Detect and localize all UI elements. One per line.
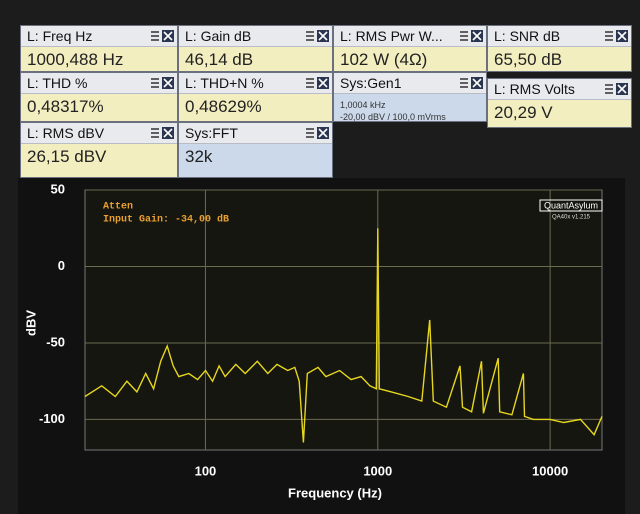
widget-controls[interactable]	[305, 127, 329, 139]
widget-controls[interactable]	[305, 30, 329, 42]
widget-value: 26,15 dBV	[27, 147, 107, 166]
widget-controls[interactable]	[305, 77, 329, 89]
spectrum-line	[84, 228, 603, 443]
x-axis-label: Frequency (Hz)	[288, 485, 382, 500]
widget-value: 1000,488 Hz	[27, 50, 124, 69]
annotation: Atten	[103, 202, 133, 213]
widget: L: Gain dB 46,14 dB	[178, 25, 333, 72]
version: QA40x v1.215	[552, 215, 591, 221]
widget-title: L: RMS Pwr W...	[334, 26, 486, 47]
widget-title: Sys:FFT	[179, 123, 332, 144]
y-tick-label: -100	[39, 411, 65, 426]
x-tick-label: 10000	[532, 463, 568, 478]
widget-value: 46,14 dB	[185, 50, 254, 69]
y-axis-label: dBV	[23, 310, 38, 336]
widget-title: L: Gain dB	[179, 26, 332, 47]
widget-title: L: THD %	[21, 73, 177, 94]
widget: L: RMS Volts 20,29 V	[487, 78, 632, 128]
widget: L: THD % 0,48317%	[20, 72, 178, 122]
widget: Sys:Gen1 1,0004 kHz -20,00 dBV / 100,0 mVr…	[333, 72, 487, 122]
widget-title: L: RMS dBV	[21, 123, 177, 144]
logo: QuantAsylum	[544, 200, 598, 210]
widget-controls[interactable]	[459, 77, 483, 89]
widget-controls[interactable]	[459, 30, 483, 42]
y-tick-label: -50	[46, 334, 65, 349]
widget-title: L: THD+N %	[179, 73, 332, 94]
chart: -100 -50 0 50 100 1000 10000 dBV Frequency (Hz) A…	[18, 178, 625, 514]
widget-controls[interactable]	[150, 127, 174, 139]
widget-title: L: SNR dB	[488, 26, 631, 47]
x-tick-label: 100	[195, 463, 217, 478]
annotation: Input Gain: -34,00 dB	[103, 214, 229, 226]
widget-controls[interactable]	[150, 77, 174, 89]
logo-box	[539, 199, 603, 212]
y-tick-label: 50	[51, 181, 65, 196]
widget: L: THD+N % 0,48629%	[178, 72, 333, 122]
widget: L: RMS Pwr W... 102 W (4Ω)	[333, 25, 487, 72]
widget-value: 20,29 V	[494, 103, 553, 122]
widget-value: 32k	[185, 147, 213, 166]
widget-controls[interactable]	[604, 30, 628, 42]
widget-controls[interactable]	[604, 83, 628, 95]
y-tick-label: 0	[58, 258, 65, 273]
widget-line: -20,00 dBV / 100,0 mVrms	[340, 112, 446, 122]
widget-value: 65,50 dB	[494, 50, 563, 69]
widget: L: Freq Hz 1000,488 Hz	[20, 25, 178, 72]
widget-title: Sys:Gen1	[334, 73, 486, 94]
widget: Sys:FFT 32k	[178, 122, 333, 178]
widget: L: RMS dBV 26,15 dBV	[20, 122, 178, 178]
plot-area	[84, 189, 603, 451]
widget-title: L: RMS Volts	[488, 79, 631, 100]
widget-line: 1,0004 kHz	[340, 100, 386, 110]
widget: L: SNR dB 65,50 dB	[487, 25, 632, 72]
widget-title: L: Freq Hz	[21, 26, 177, 47]
widget-value: 0,48629%	[185, 97, 262, 116]
x-tick-label: 1000	[363, 463, 392, 478]
widget-controls[interactable]	[150, 30, 174, 42]
widget-value: 0,48317%	[27, 97, 104, 116]
widget-value: 102 W (4Ω)	[340, 50, 428, 69]
